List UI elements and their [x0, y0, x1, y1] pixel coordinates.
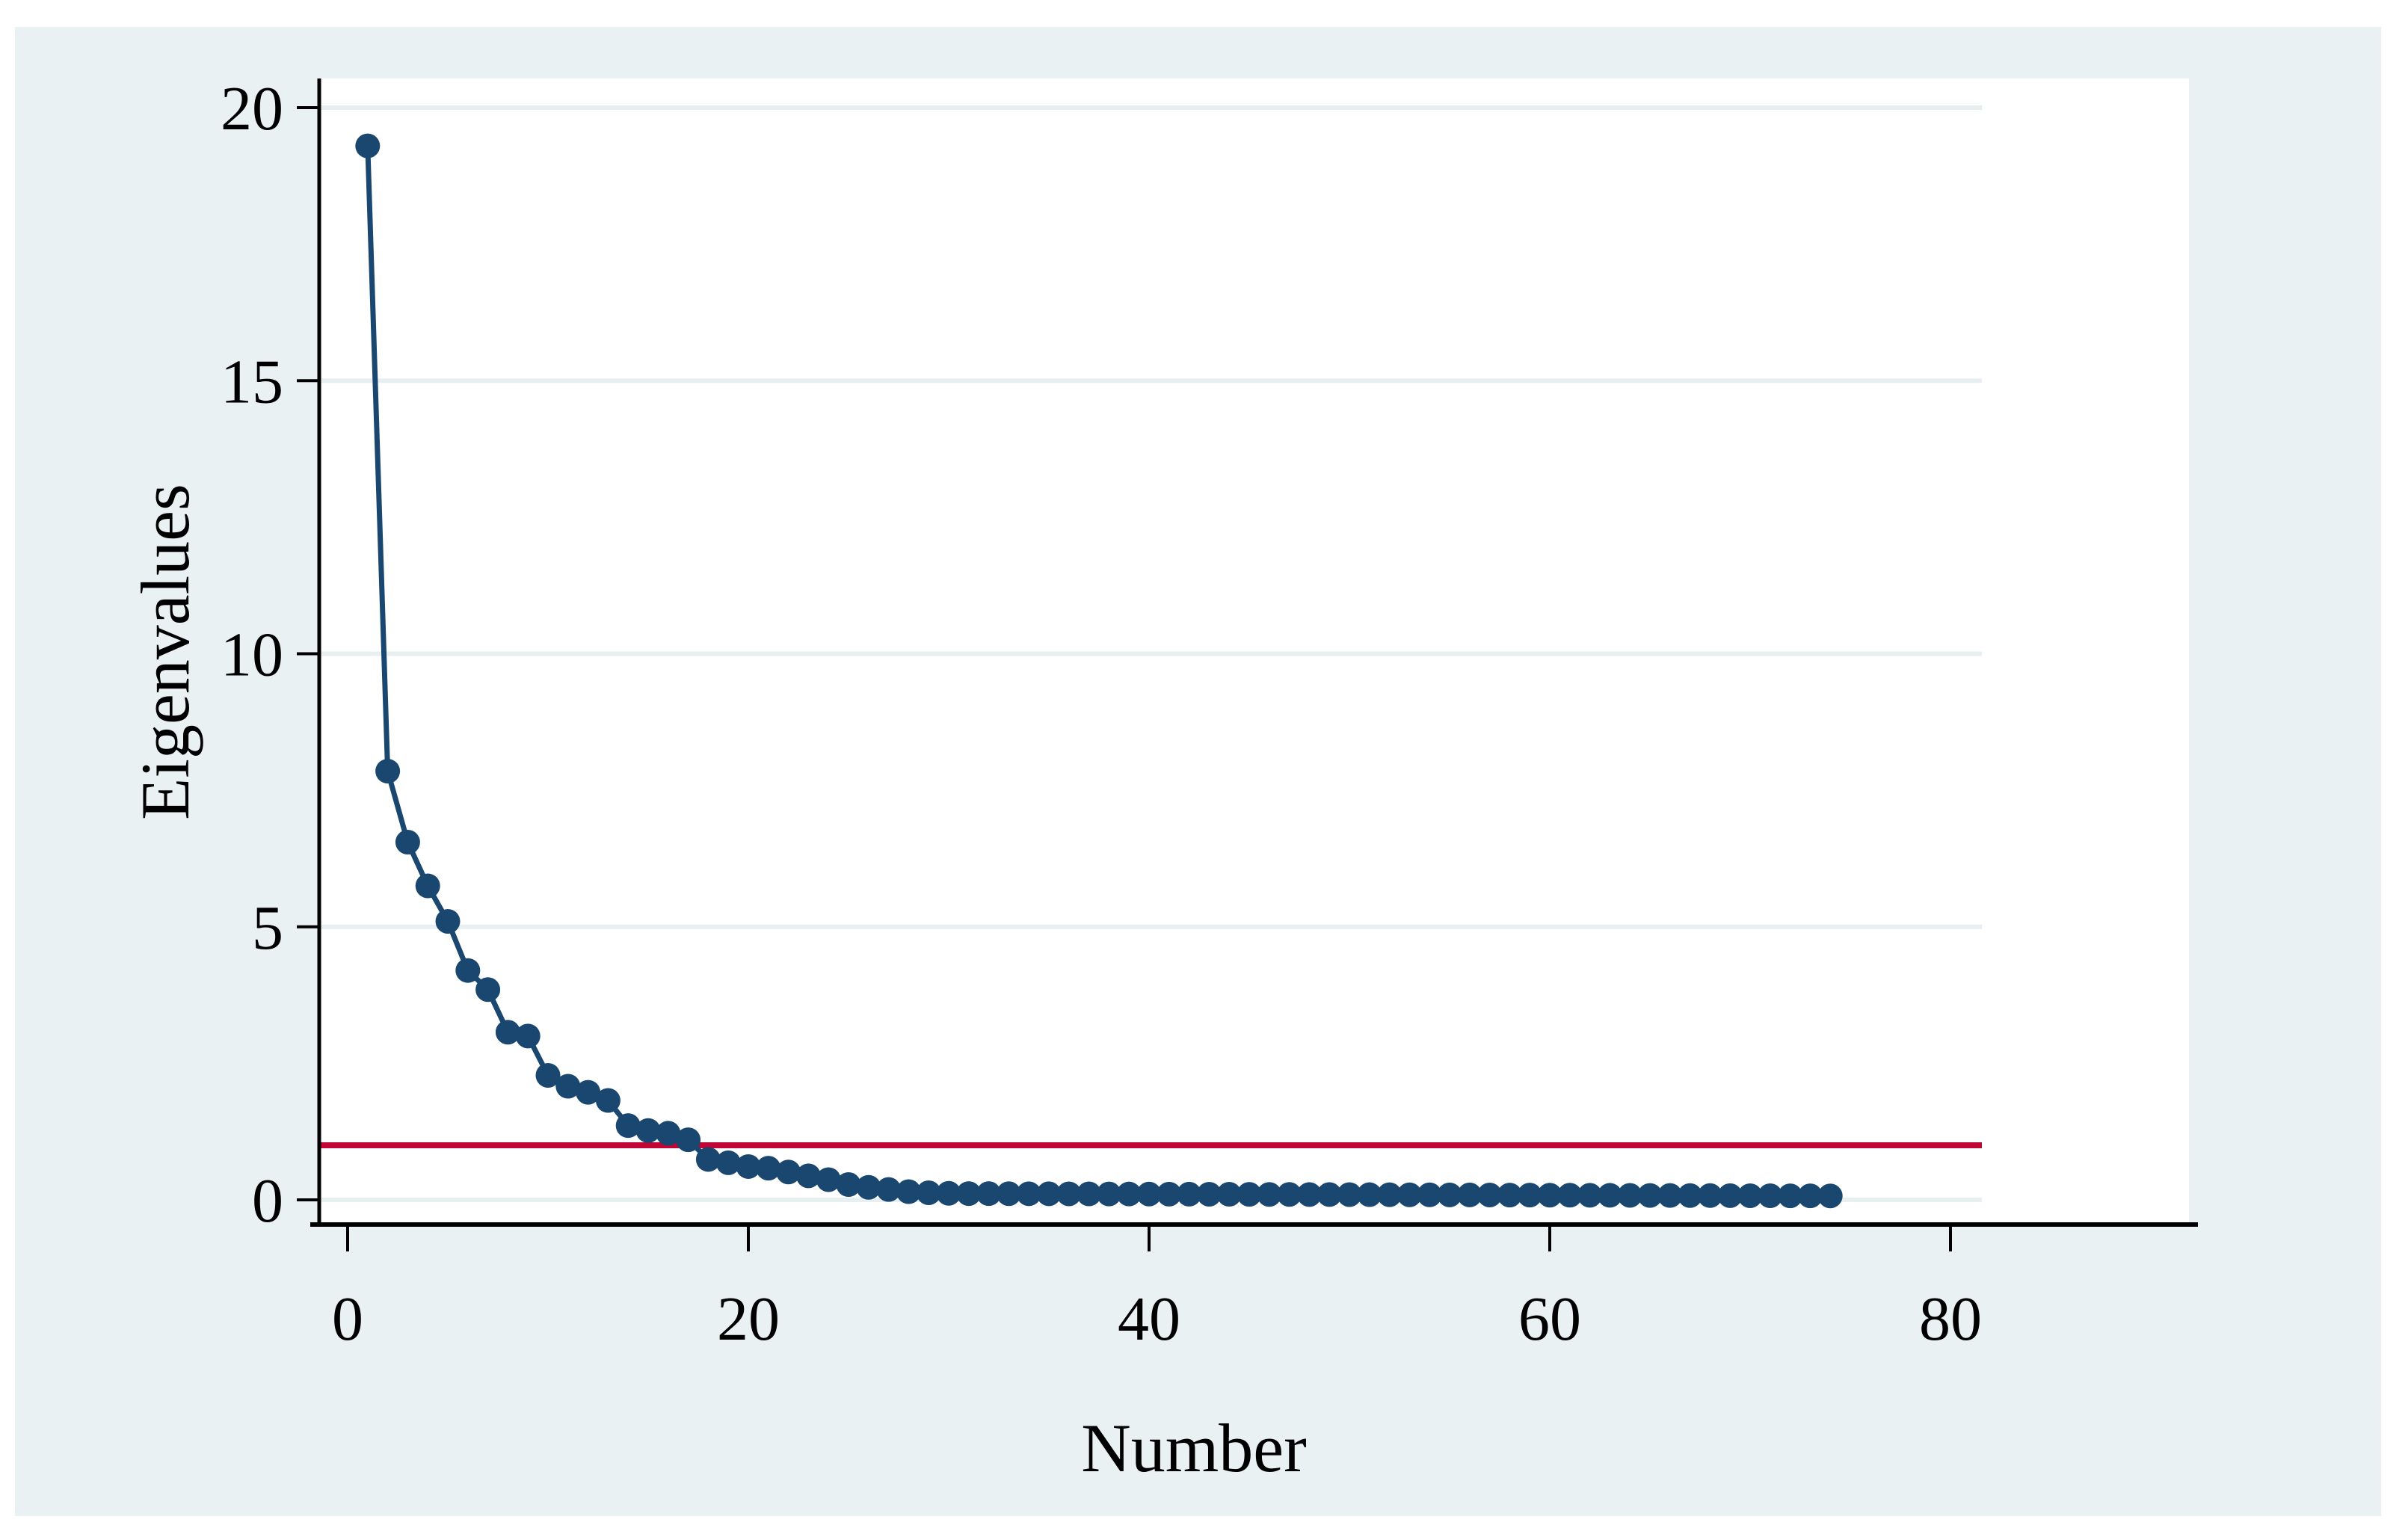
data-point: [1196, 1181, 1222, 1207]
data-point: [1337, 1182, 1362, 1207]
data-point: [615, 1113, 641, 1139]
data-point: [695, 1147, 721, 1172]
x-tick-label: 20: [717, 1284, 780, 1354]
data-point: [1437, 1182, 1462, 1207]
data-point: [876, 1177, 902, 1202]
data-point: [1077, 1181, 1102, 1207]
data-point: [1637, 1183, 1663, 1208]
data-point: [1577, 1183, 1603, 1208]
data-point: [576, 1079, 601, 1105]
x-tick-label: 60: [1518, 1284, 1581, 1354]
data-point: [816, 1167, 841, 1192]
data-point: [1157, 1181, 1182, 1207]
data-point: [1557, 1183, 1583, 1208]
data-point: [1617, 1183, 1642, 1208]
data-point: [1597, 1183, 1622, 1208]
data-point: [395, 830, 420, 855]
data-point: [1417, 1182, 1442, 1207]
data-point: [595, 1088, 621, 1113]
data-point: [1797, 1183, 1823, 1209]
data-point: [1497, 1183, 1522, 1208]
data-point: [936, 1180, 961, 1206]
data-point: [676, 1127, 701, 1153]
data-point: [956, 1181, 982, 1207]
x-axis-title: Number: [1081, 1410, 1306, 1486]
data-point: [1116, 1181, 1142, 1207]
data-point: [1056, 1181, 1082, 1207]
data-point: [1397, 1182, 1422, 1207]
data-point: [1517, 1183, 1542, 1208]
y-tick-label: 5: [252, 893, 283, 963]
data-point: [1377, 1182, 1402, 1207]
data-point: [1678, 1183, 1703, 1208]
data-point: [996, 1181, 1021, 1207]
y-tick-label: 20: [221, 74, 283, 144]
data-point: [736, 1154, 761, 1179]
y-axis-tick-labels: 0 5 10 15 20: [221, 74, 283, 1236]
data-point: [435, 908, 461, 934]
data-point: [1136, 1181, 1162, 1207]
data-point: [1737, 1183, 1763, 1208]
x-tick-label: 80: [1919, 1284, 1982, 1354]
data-point: [1537, 1183, 1562, 1208]
data-point: [1457, 1182, 1482, 1207]
eigenvalue-markers: [355, 133, 1843, 1209]
data-point: [555, 1074, 581, 1099]
data-point: [1216, 1182, 1242, 1207]
data-point: [1096, 1181, 1121, 1207]
data-point: [495, 1020, 520, 1045]
data-point: [916, 1180, 941, 1206]
data-point: [1036, 1181, 1062, 1207]
data-point: [1717, 1183, 1743, 1208]
data-point: [795, 1163, 821, 1189]
data-point: [1277, 1182, 1302, 1207]
data-point: [1657, 1183, 1683, 1208]
x-axis-tick-labels: 0 20 40 60 80: [332, 1284, 1982, 1354]
data-point: [1778, 1183, 1803, 1209]
data-point: [1237, 1182, 1262, 1207]
data-point: [756, 1156, 781, 1181]
data-point: [1016, 1181, 1041, 1207]
data-point: [455, 958, 481, 983]
data-point: [656, 1121, 681, 1146]
data-point: [1296, 1182, 1322, 1207]
data-point: [1177, 1181, 1202, 1207]
data-point: [1257, 1182, 1282, 1207]
data-point: [856, 1174, 881, 1200]
data-point: [475, 977, 501, 1002]
data-point: [1817, 1183, 1843, 1209]
data-point: [1317, 1182, 1342, 1207]
data-point: [1477, 1182, 1503, 1207]
x-tick-label: 40: [1118, 1284, 1180, 1354]
y-tick-label: 0: [252, 1166, 283, 1236]
data-point: [836, 1172, 861, 1198]
data-point: [976, 1181, 1002, 1207]
data-point: [515, 1023, 541, 1049]
x-axis-ticks: [346, 1225, 1952, 1251]
data-point: [896, 1179, 921, 1204]
data-point: [715, 1150, 741, 1175]
data-point: [635, 1118, 661, 1143]
data-point: [1697, 1183, 1722, 1208]
data-point: [1758, 1183, 1783, 1209]
data-point: [535, 1062, 561, 1088]
data-point: [355, 133, 381, 158]
y-tick-label: 15: [221, 347, 283, 416]
data-point: [375, 759, 401, 784]
x-tick-label: 0: [332, 1284, 363, 1354]
data-point: [415, 873, 440, 899]
data-point: [1357, 1182, 1382, 1207]
data-point: [776, 1159, 801, 1185]
y-axis-ticks: [297, 106, 319, 1201]
y-tick-label: 10: [221, 620, 283, 690]
y-axis-title: Eigenvalues: [127, 484, 203, 820]
